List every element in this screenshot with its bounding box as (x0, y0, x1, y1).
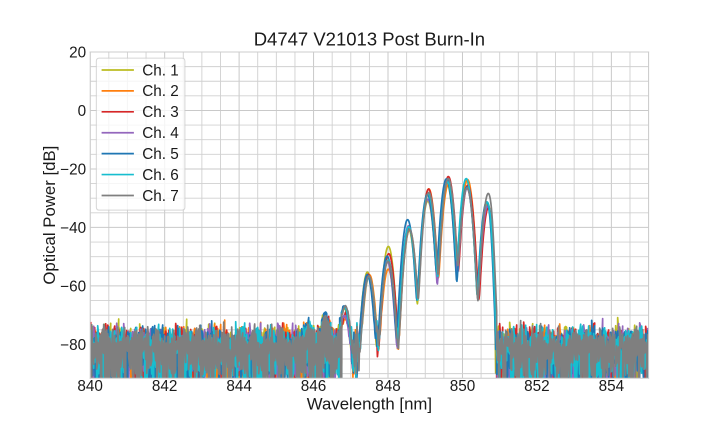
svg-text:Ch. 5: Ch. 5 (142, 146, 179, 163)
svg-text:−20: −20 (60, 161, 86, 178)
svg-text:Ch. 7: Ch. 7 (142, 188, 179, 205)
svg-text:−80: −80 (60, 337, 86, 354)
svg-text:848: 848 (375, 378, 401, 395)
svg-text:Ch. 2: Ch. 2 (142, 83, 179, 100)
svg-text:854: 854 (599, 378, 625, 395)
svg-text:−40: −40 (60, 220, 86, 237)
svg-text:844: 844 (226, 378, 252, 395)
svg-text:852: 852 (524, 378, 550, 395)
svg-text:Ch. 3: Ch. 3 (142, 104, 179, 121)
svg-text:0: 0 (78, 103, 87, 120)
svg-text:D4747 V21013 Post Burn-In: D4747 V21013 Post Burn-In (254, 28, 485, 49)
svg-text:840: 840 (77, 378, 103, 395)
svg-text:Optical Power [dB]: Optical Power [dB] (40, 146, 59, 285)
svg-text:20: 20 (69, 45, 86, 62)
svg-text:Ch. 4: Ch. 4 (142, 125, 179, 142)
svg-text:Ch. 1: Ch. 1 (142, 62, 179, 79)
svg-text:842: 842 (152, 378, 178, 395)
svg-text:−60: −60 (60, 278, 86, 295)
svg-text:Wavelength [nm]: Wavelength [nm] (307, 395, 432, 414)
svg-text:846: 846 (301, 378, 327, 395)
svg-text:850: 850 (450, 378, 476, 395)
svg-text:Ch. 6: Ch. 6 (142, 167, 179, 184)
